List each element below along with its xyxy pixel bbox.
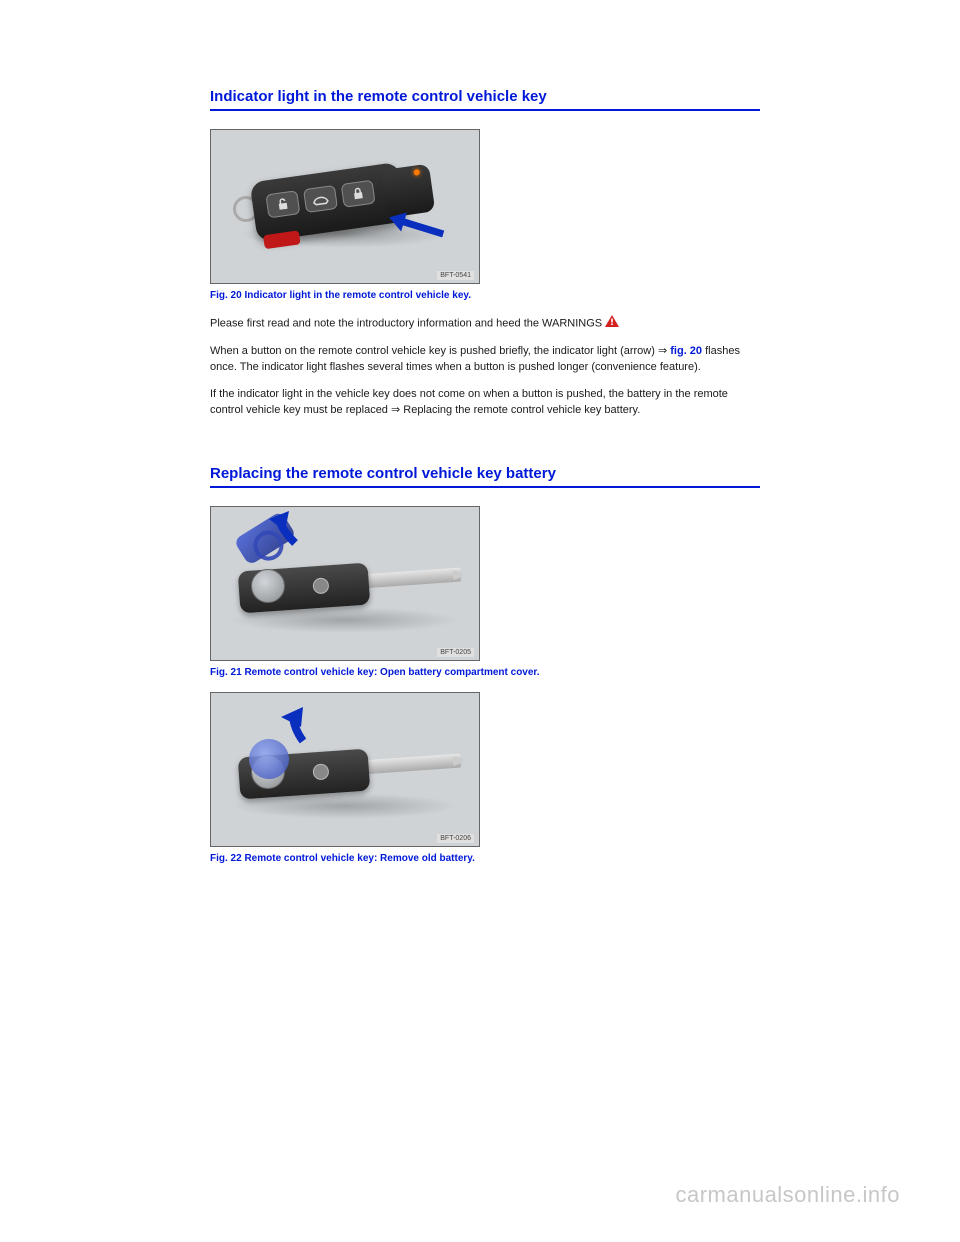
text-span: When a button on the remote control vehi…	[210, 345, 670, 357]
figure-ref-label: BFT-0541	[437, 271, 474, 280]
body-paragraph: If the indicator light in the vehicle ke…	[210, 386, 760, 419]
watermark-text: carmanualsonline.info	[675, 1182, 900, 1208]
figure-20-caption: Fig. 20 Indicator light in the remote co…	[210, 290, 760, 301]
body-paragraph: When a button on the remote control vehi…	[210, 343, 760, 376]
figure-21-caption: Fig. 21 Remote control vehicle key: Open…	[210, 667, 760, 678]
warning-triangle-icon	[605, 315, 619, 333]
unlock-icon	[265, 190, 300, 218]
trunk-icon	[303, 185, 338, 213]
figure-22: BFT-0206	[210, 692, 480, 847]
figure-20: BFT-0541	[210, 129, 480, 284]
section-heading-indicator: Indicator light in the remote control ve…	[210, 88, 760, 111]
lift-arrow-icon	[273, 703, 317, 752]
text-span: Please first read and note the introduct…	[210, 318, 605, 330]
figure-21: BFT-0205	[210, 506, 480, 661]
figure-ref-label: BFT-0205	[437, 648, 474, 657]
section-heading-replacing: Replacing the remote control vehicle key…	[210, 465, 760, 488]
lift-arrow-icon	[265, 509, 309, 554]
body-paragraph: Please first read and note the introduct…	[210, 315, 760, 333]
figure-22-caption: Fig. 22 Remote control vehicle key: Remo…	[210, 853, 760, 864]
figure-ref-label: BFT-0206	[437, 834, 474, 843]
lock-icon	[341, 180, 376, 208]
figure-reference-link[interactable]: fig. 20	[670, 345, 702, 357]
